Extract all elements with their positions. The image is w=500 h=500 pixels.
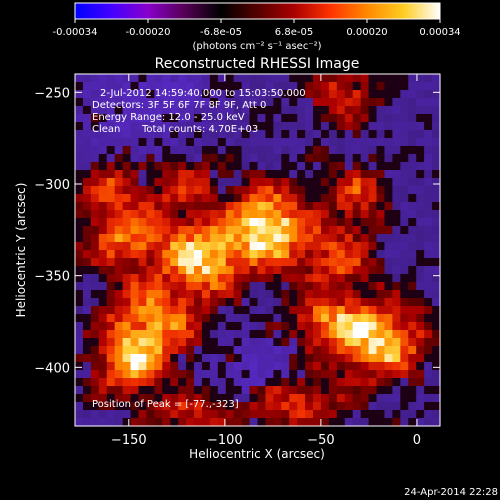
y-axis-ticks: −250 −300 −350 −400 [34, 86, 440, 376]
colorbar-ticks: -0.00034 -0.00020 -6.8e-05 6.8e-05 0.00020 0.… [53, 19, 461, 38]
annotation-energy-range: Energy Range: 12.0 - 25.0 keV [92, 112, 245, 123]
plot-frame [74, 73, 441, 427]
colorbar-tick-label: 0.00020 [346, 27, 387, 38]
y-tick-label: −400 [34, 361, 70, 376]
footer-timestamp: 24-Apr-2014 22:28 [404, 487, 498, 498]
colorbar [74, 2, 441, 20]
y-tick-label: −250 [34, 86, 70, 101]
annotation-method: Clean [92, 124, 120, 135]
x-axis-ticks: −150 −100 −50 0 [111, 74, 421, 448]
chart-title: Reconstructed RHESSI Image [155, 56, 360, 72]
x-tick-label: −50 [307, 433, 334, 448]
colorbar-units-label: (photons cm⁻² s⁻¹ asec⁻²) [192, 41, 321, 52]
colorbar-tick-label: 6.8e-05 [275, 27, 313, 38]
annotation-peak-position: Position of Peak = [-77.,-323] [92, 399, 239, 410]
colorbar-tick-label: 0.00034 [419, 27, 460, 38]
heatmap-image [75, 74, 441, 427]
x-tick-label: −100 [207, 433, 243, 448]
annotation-total-counts: Total counts: 4.70E+03 [141, 124, 258, 135]
colorbar-tick-label: -6.8e-05 [200, 27, 242, 38]
x-tick-label: 0 [413, 433, 421, 448]
x-tick-label: −150 [111, 433, 147, 448]
annotation-time-range: 2-Jul-2012 14:59:40.000 to 15:03:50.000 [100, 88, 306, 99]
colorbar-tick-label: -0.00020 [126, 27, 171, 38]
y-axis-label: Heliocentric Y (arcsec) [14, 183, 28, 318]
y-tick-label: −350 [34, 270, 70, 285]
colorbar-tick-label: -0.00034 [53, 27, 98, 38]
annotation-detectors: Detectors: 3F 5F 6F 7F 8F 9F, Att 0 [92, 100, 266, 111]
x-axis-label: Heliocentric X (arcsec) [189, 447, 325, 461]
y-tick-label: −300 [34, 178, 70, 193]
